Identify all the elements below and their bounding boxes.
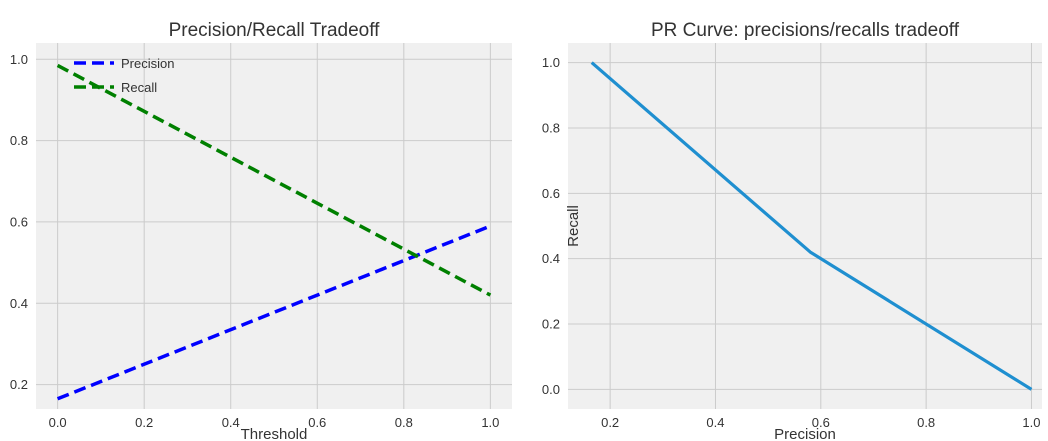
y-tick-label: 0.6 [542, 186, 560, 201]
y-tick-label: 0.2 [10, 377, 28, 392]
legend-label: Recall [121, 80, 157, 95]
y-tick-label: 1.0 [542, 55, 560, 70]
series-line-recall [56, 63, 492, 297]
x-tick-label: 0.0 [49, 415, 67, 430]
x-tick-label: 0.6 [812, 415, 830, 430]
x-tick-label: 1.0 [1022, 415, 1040, 430]
y-tick-label: 0.2 [542, 317, 560, 332]
x-tick-label: 0.6 [308, 415, 326, 430]
x-tick-label: 0.2 [601, 415, 619, 430]
legend-label: Precision [121, 56, 174, 71]
y-tick-label: 0.8 [542, 120, 560, 135]
x-tick-label: 0.8 [917, 415, 935, 430]
x-tick-label: 0.2 [135, 415, 153, 430]
x-axis-label: Threshold [241, 426, 308, 441]
chart-precision-recall-tradeoff: 0.0 0.2 0.4 0.6 0.8 1.0 0.2 0.4 0.6 0.8 1.0 Precisi… [10, 20, 512, 441]
series-line-pr-curve [590, 61, 1033, 391]
x-tick-label: 0.4 [222, 415, 240, 430]
y-tick-label: 1.0 [10, 52, 28, 67]
chart-title: Precision/Recall Tradeoff [169, 20, 381, 41]
y-axis-label: Recall [565, 205, 582, 247]
y-tick-label: 0.4 [10, 296, 28, 311]
plot-area [568, 43, 1042, 409]
x-tick-label: 0.8 [395, 415, 413, 430]
x-tick-label: 0.4 [706, 415, 724, 430]
series-line-precision [56, 224, 492, 401]
x-axis-label: Precision [774, 426, 836, 441]
y-tick-label: 0.0 [542, 382, 560, 397]
y-tick-label: 0.4 [542, 251, 560, 266]
plot-area [36, 43, 512, 409]
chart-title: PR Curve: precisions/recalls tradeoff [651, 20, 960, 41]
chart-pr-curve: 0.2 0.4 0.6 0.8 1.0 0.0 0.2 0.4 0.6 0.8 1.0 PR Curv… [542, 20, 1042, 441]
y-tick-label: 0.8 [10, 133, 28, 148]
x-tick-label: 1.0 [481, 415, 499, 430]
y-tick-label: 0.6 [10, 214, 28, 229]
